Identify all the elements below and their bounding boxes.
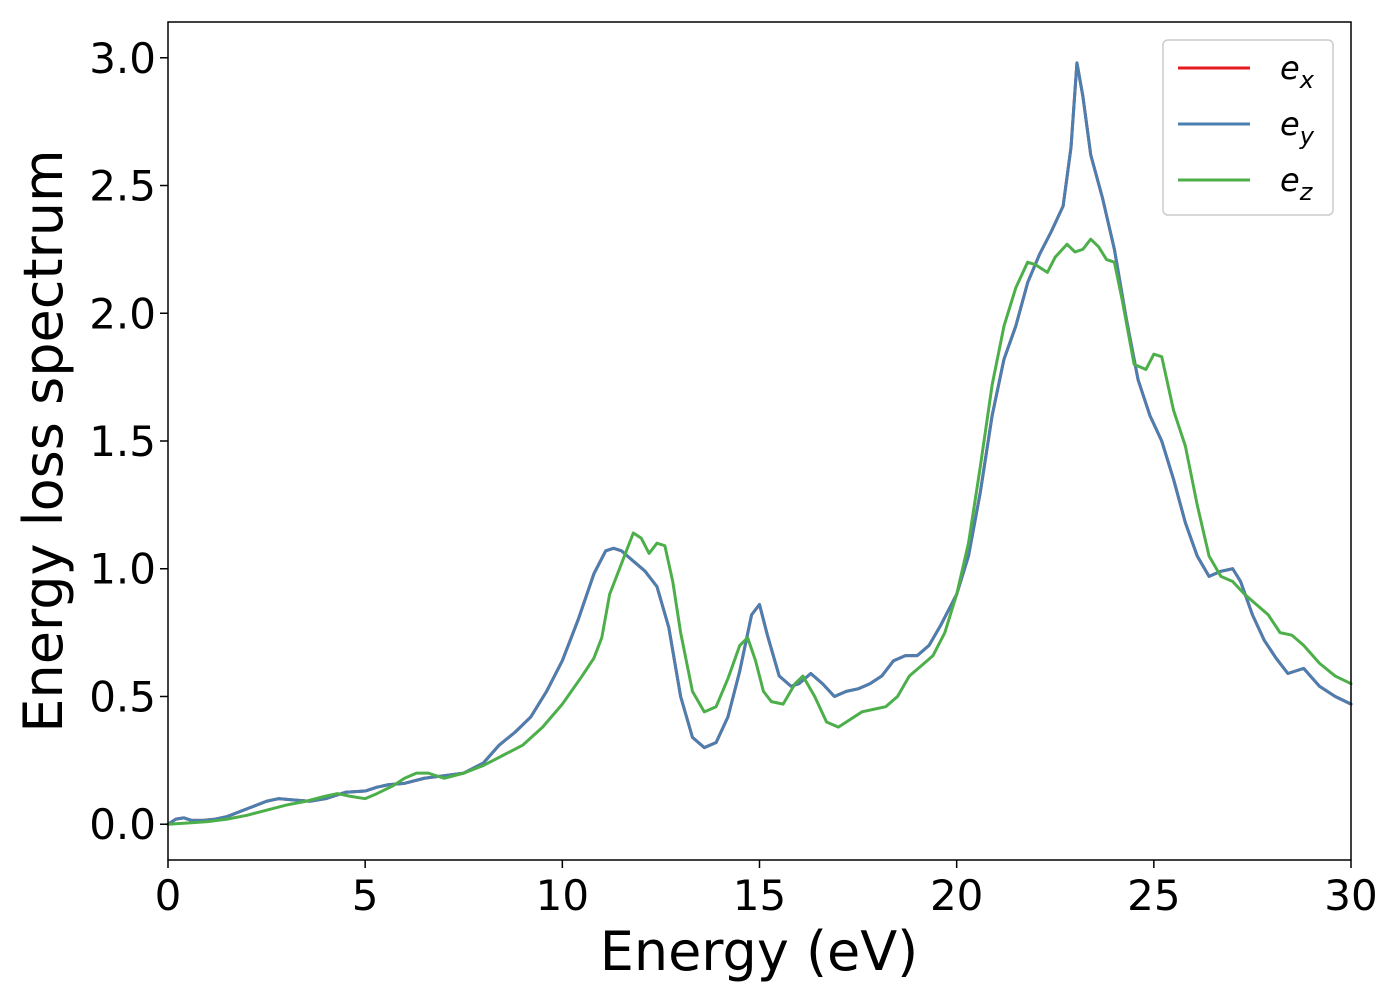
- legend-label-subscript: y: [1299, 122, 1315, 150]
- y-tick-label: 0.5: [89, 672, 156, 721]
- x-axis-label: Energy (eV): [600, 920, 919, 983]
- x-tick-label: 0: [155, 871, 182, 920]
- series-line-ez: [166, 237, 1353, 826]
- x-tick-label: 25: [1127, 871, 1180, 920]
- y-tick-label: 2.0: [89, 289, 156, 338]
- series-layer: [166, 61, 1353, 826]
- legend-label-subscript: z: [1299, 178, 1314, 206]
- y-axis-ticks: 0.0 0.5 1.0 1.5 2.0 2.5 3.0: [89, 34, 168, 849]
- y-tick-label: 0.0: [89, 800, 156, 849]
- legend-label-ez: ez: [1280, 161, 1314, 206]
- legend-frame: [1162, 39, 1334, 216]
- legend-label-ex: ex: [1280, 49, 1315, 94]
- y-tick-label: 1.0: [89, 545, 156, 594]
- legend-label-base: e: [1280, 49, 1300, 87]
- x-tick-label: 20: [930, 871, 983, 920]
- y-tick-label: 1.5: [89, 417, 156, 466]
- x-tick-label: 10: [536, 871, 589, 920]
- x-tick-label: 5: [352, 871, 379, 920]
- series-line-ey: [166, 61, 1353, 826]
- x-tick-label: 30: [1324, 871, 1377, 920]
- x-axis-ticks: 0 5 10 15 20 25 30: [155, 860, 1378, 920]
- y-tick-label: 3.0: [89, 34, 156, 83]
- legend-label-base: e: [1280, 161, 1300, 199]
- y-tick-label: 2.5: [89, 162, 156, 211]
- x-tick-label: 15: [733, 871, 786, 920]
- legend-label-subscript: x: [1299, 66, 1315, 94]
- legend-label-base: e: [1280, 105, 1300, 143]
- legend-label-ey: ey: [1280, 105, 1315, 150]
- y-axis-label: Energy loss spectrum: [12, 149, 75, 732]
